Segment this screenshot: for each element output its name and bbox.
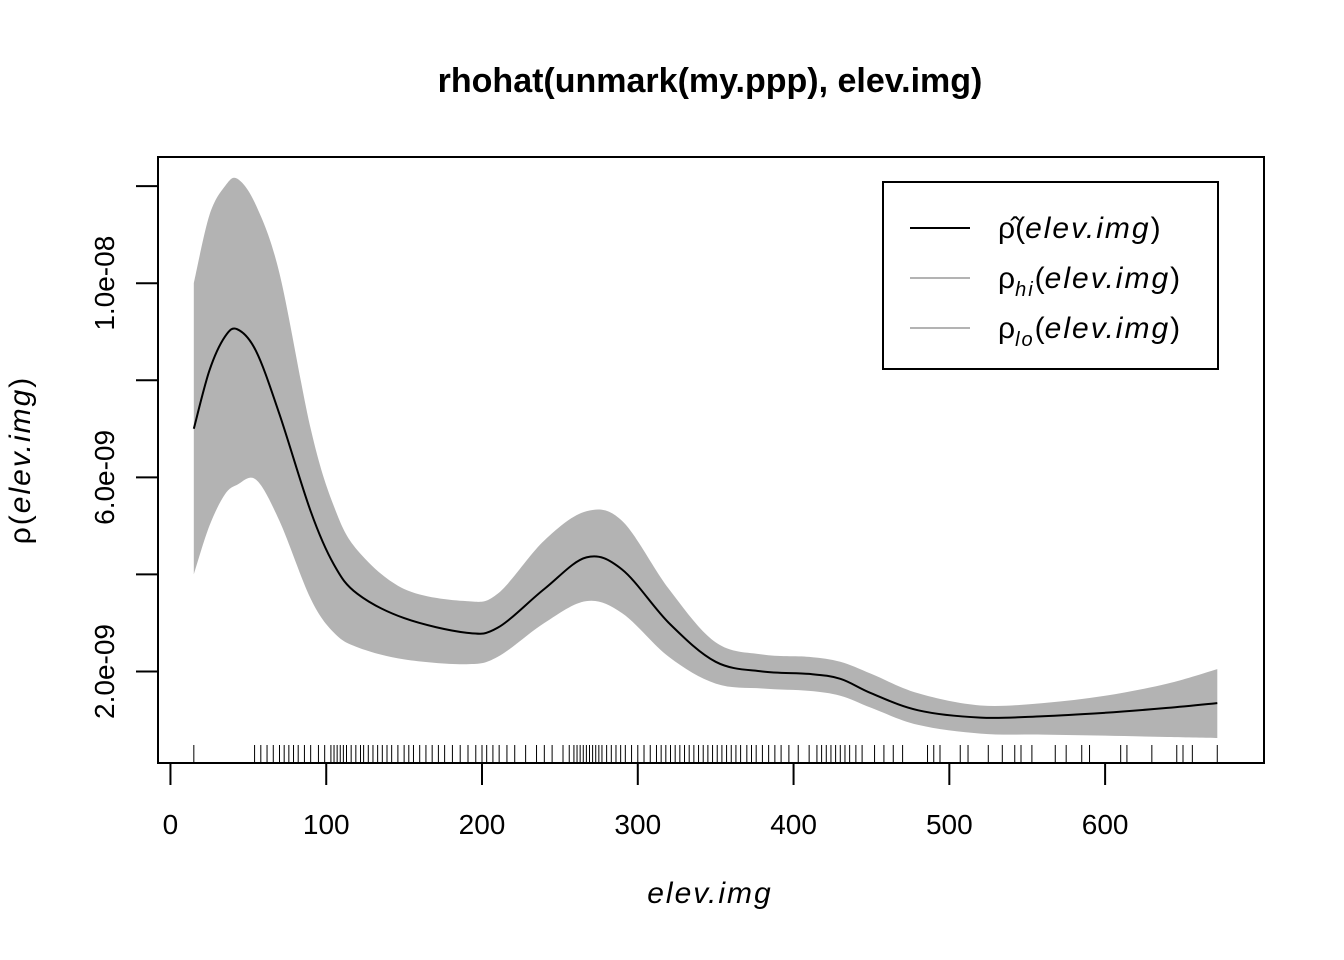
legend-entry: ρhi(elev.img) — [998, 262, 1180, 301]
y-axis: 2.0e-09 6.0e-09 1.0e-08 — [89, 185, 159, 719]
x-axis-label: elev.img — [647, 877, 772, 910]
x-tick-label: 200 — [459, 809, 506, 840]
x-axis: 0 100 200 300 400 500 600 — [163, 762, 1129, 840]
legend-subscript: lo — [1015, 329, 1035, 351]
x-tick-label: 300 — [614, 809, 661, 840]
series-line-estimate — [192, 327, 1218, 719]
y-tick-label: 6.0e-09 — [89, 430, 120, 525]
y-tick-label: 2.0e-09 — [89, 624, 120, 719]
y-axis-label: ρ(elev.img) — [4, 376, 37, 545]
y-axis-label-symbol: ρ — [4, 525, 37, 544]
legend: ρ̂(elev.img) ρhi(elev.img) ρlo(elev.img) — [882, 181, 1219, 370]
legend-arg: elev.img — [1045, 262, 1170, 295]
legend-symbol: ρ — [998, 312, 1015, 345]
chart-title: rhohat(unmark(my.ppp), elev.img) — [438, 62, 983, 100]
y-axis-label-arg: elev.img — [4, 388, 37, 513]
plot-area — [192, 177, 1218, 763]
legend-entry: ρ̂(elev.img) — [998, 212, 1161, 245]
legend-arg: elev.img — [1025, 212, 1150, 245]
legend-symbol: ρ — [998, 262, 1015, 295]
legend-arg: elev.img — [1045, 312, 1170, 345]
legend-box — [882, 181, 1219, 370]
legend-subscript: hi — [1015, 279, 1035, 301]
x-tick-label: 600 — [1082, 809, 1129, 840]
legend-entry: ρlo(elev.img) — [998, 312, 1180, 351]
x-tick-label: 400 — [770, 809, 817, 840]
x-tick-label: 0 — [163, 809, 179, 840]
x-tick-label: 500 — [926, 809, 973, 840]
x-tick-label: 100 — [303, 809, 350, 840]
y-tick-label: 1.0e-08 — [89, 236, 120, 331]
rug — [193, 745, 1218, 763]
legend-symbol: ρ̂ — [998, 212, 1020, 245]
